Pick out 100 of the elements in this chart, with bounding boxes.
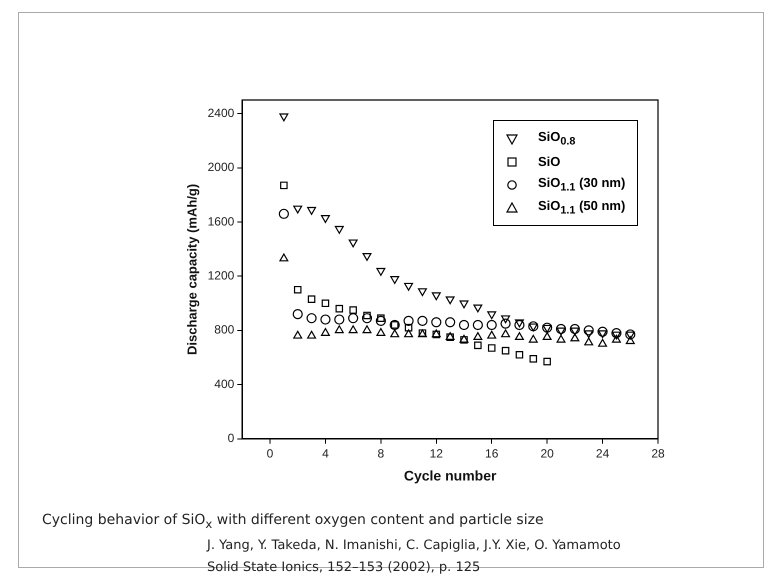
point	[528, 334, 538, 343]
point	[348, 313, 358, 324]
point	[390, 329, 400, 338]
legend-label: SiO$_{1.1}$ (30 nm)	[538, 175, 626, 194]
point	[403, 316, 414, 326]
point	[363, 312, 371, 320]
point	[376, 328, 386, 336]
point	[293, 206, 302, 214]
point	[458, 320, 470, 330]
legend-label: SiO$_{0.8}$	[538, 129, 576, 148]
point	[376, 268, 386, 276]
point	[472, 320, 483, 330]
point	[294, 286, 302, 294]
x-tick-label: 16	[485, 446, 499, 460]
point	[530, 355, 538, 363]
point	[334, 226, 344, 234]
y-tick-label: 1200	[208, 268, 235, 282]
point	[584, 337, 594, 346]
point	[556, 324, 566, 334]
point	[348, 239, 358, 248]
point	[514, 320, 525, 330]
point	[320, 328, 330, 336]
point	[626, 332, 635, 340]
point	[348, 325, 358, 334]
x-tick-label: 4	[322, 446, 330, 460]
point	[542, 332, 552, 340]
point	[460, 300, 468, 308]
point	[625, 329, 636, 340]
point	[293, 330, 302, 339]
point	[584, 325, 594, 336]
point	[376, 316, 386, 326]
point	[598, 338, 608, 347]
point	[322, 300, 330, 308]
x-tick-label: 0	[266, 446, 274, 460]
point	[488, 344, 496, 352]
point	[598, 330, 608, 338]
point	[292, 309, 303, 320]
point	[612, 332, 621, 340]
legend-label: SiO	[538, 154, 560, 169]
x-axis-title: Cycle number	[404, 467, 497, 484]
x-tick-label: 24	[596, 446, 610, 460]
point	[501, 315, 510, 324]
point	[307, 206, 316, 215]
point	[584, 330, 594, 338]
point	[556, 328, 566, 336]
point	[431, 317, 442, 328]
point	[570, 328, 580, 336]
point	[487, 330, 496, 339]
point	[612, 334, 621, 343]
text: Cycling behavior of SiO$_{x}$ with different oxygen content and particle size	[42, 512, 544, 531]
y-tick-label: 1600	[208, 214, 235, 228]
text: Solid State Ionics, 152–153 (2002), p. 125	[207, 560, 480, 575]
point	[336, 304, 344, 312]
point	[377, 314, 385, 322]
y-axis-title: Discharge capacity (mAh/g)	[184, 184, 200, 356]
y-tick-label: 400	[214, 376, 235, 391]
point	[543, 358, 551, 366]
point	[279, 113, 288, 122]
point	[597, 326, 608, 337]
point	[500, 318, 511, 329]
point	[432, 292, 441, 300]
point	[278, 208, 289, 219]
point	[626, 336, 635, 344]
point	[404, 324, 412, 332]
legend-label: SiO$_{1.1}$ (50 nm)	[538, 198, 626, 217]
point	[502, 346, 510, 354]
point	[404, 329, 414, 338]
point	[516, 350, 524, 359]
point	[362, 313, 372, 324]
point	[611, 328, 622, 338]
point	[362, 325, 372, 334]
text: J. Yang, Y. Takeda, N. Imanishi, C. Capiglia, J.Y. Xie, O. Yamamoto	[207, 538, 621, 553]
x-tick-label: 8	[378, 446, 385, 460]
point	[446, 296, 455, 304]
x-tick-label: 20	[540, 446, 554, 460]
point	[307, 330, 316, 339]
point	[306, 313, 317, 324]
y-tick-label: 800	[214, 322, 235, 337]
point	[473, 332, 482, 340]
point	[501, 329, 510, 338]
point	[362, 253, 372, 261]
point	[334, 325, 344, 334]
point	[487, 311, 496, 320]
point	[334, 314, 344, 325]
point	[349, 306, 357, 314]
point	[570, 324, 580, 334]
point	[320, 215, 330, 224]
point	[556, 334, 566, 343]
point	[486, 320, 497, 330]
point	[390, 276, 400, 284]
point	[417, 316, 428, 326]
point	[514, 332, 524, 340]
y-tick-label: 2000	[208, 160, 235, 174]
point	[280, 182, 288, 190]
point	[570, 333, 580, 342]
point	[514, 319, 524, 328]
x-tick-label: 28	[651, 446, 665, 460]
y-tick-label: 0	[228, 431, 235, 446]
x-tick-label: 12	[430, 446, 444, 460]
point	[404, 282, 414, 291]
